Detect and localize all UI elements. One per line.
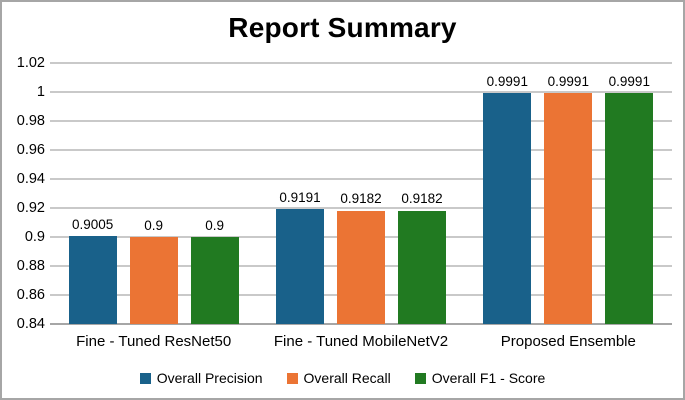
bar-value-label: 0.9182 — [401, 191, 443, 207]
bar-column: 0.9191 — [275, 63, 324, 324]
bar-value-label: 0.9 — [205, 217, 225, 233]
y-tick-label: 0.98 — [16, 112, 45, 129]
bar-value-label: 0.9991 — [547, 73, 589, 89]
y-tick-label: 0.94 — [16, 170, 45, 187]
bar — [129, 237, 178, 324]
legend-label: Overall Recall — [303, 370, 391, 386]
bar-group: 0.9005 0.9 0.9 — [50, 63, 257, 324]
bar-column: 0.9991 — [483, 63, 532, 324]
legend-item: Overall Precision — [139, 370, 263, 386]
y-tick-label: 0.92 — [16, 199, 45, 216]
bar-value-label: 0.9182 — [340, 191, 382, 207]
y-axis-tick-labels: 1.02 1 0.98 0.96 0.94 0.92 0.9 0.88 0.86 0.84 — [2, 56, 45, 331]
legend-item: Overall F1 - Score — [414, 370, 546, 386]
gridline — [50, 207, 672, 209]
legend-item: Overall Recall — [286, 370, 391, 386]
bar — [483, 93, 532, 324]
bar — [68, 236, 117, 324]
y-tick-label: 1.02 — [16, 54, 45, 71]
x-category-label: Fine - Tuned ResNet50 — [76, 333, 232, 350]
bar-column: 0.9 — [190, 63, 239, 324]
y-tick-label: 0.84 — [16, 315, 45, 332]
bar-value-label: 0.9991 — [608, 73, 650, 89]
bar-groups: 0.9005 0.9 0.9 0.9191 0.9182 0.9182 0.9991 0.99… — [50, 63, 672, 324]
bar-column: 0.9 — [129, 63, 178, 324]
y-tick-label: 0.86 — [16, 286, 45, 303]
gridline — [50, 62, 672, 64]
x-axis-category-labels: Fine - Tuned ResNet50 Fine - Tuned Mobile… — [50, 333, 672, 350]
bar — [336, 210, 385, 324]
bar-value-label: 0.9005 — [72, 216, 114, 232]
bar — [275, 209, 324, 324]
chart-title: Report Summary — [228, 12, 457, 43]
legend-label: Overall Precision — [156, 370, 263, 386]
x-category-label: Proposed Ensemble — [500, 333, 636, 350]
y-tick-label: 0.96 — [16, 141, 45, 158]
legend-label: Overall F1 - Score — [431, 370, 546, 386]
legend-swatch-icon — [414, 372, 426, 384]
bar-value-label: 0.9 — [144, 217, 164, 233]
x-axis-line — [50, 323, 672, 325]
legend-swatch-icon — [139, 372, 151, 384]
bar-value-label: 0.9191 — [279, 189, 321, 205]
bar — [397, 210, 446, 324]
x-category-label: Fine - Tuned MobileNetV2 — [273, 333, 449, 350]
y-tick-label: 0.88 — [16, 257, 45, 274]
bar — [544, 93, 593, 324]
gridline — [50, 91, 672, 93]
plot-area: 0.9005 0.9 0.9 0.9191 0.9182 0.9182 0.9991 0.99… — [50, 62, 672, 325]
bar-column: 0.9991 — [544, 63, 593, 324]
y-tick-label: 1 — [36, 83, 45, 100]
bar-column: 0.9005 — [68, 63, 117, 324]
gridline — [50, 178, 672, 180]
bar-column: 0.9991 — [605, 63, 654, 324]
gridline — [50, 149, 672, 151]
bar-value-label: 0.9991 — [486, 73, 528, 89]
bar — [190, 237, 239, 324]
gridline — [50, 120, 672, 122]
bar-column: 0.9182 — [336, 63, 385, 324]
bar — [605, 93, 654, 324]
bar-column: 0.9182 — [397, 63, 446, 324]
y-tick-label: 0.9 — [24, 228, 45, 245]
legend-swatch-icon — [286, 372, 298, 384]
bar-group: 0.9991 0.9991 0.9991 — [465, 63, 672, 324]
bar-group: 0.9191 0.9182 0.9182 — [257, 63, 464, 324]
legend: Overall Precision Overall Recall Overall F… — [2, 370, 683, 386]
